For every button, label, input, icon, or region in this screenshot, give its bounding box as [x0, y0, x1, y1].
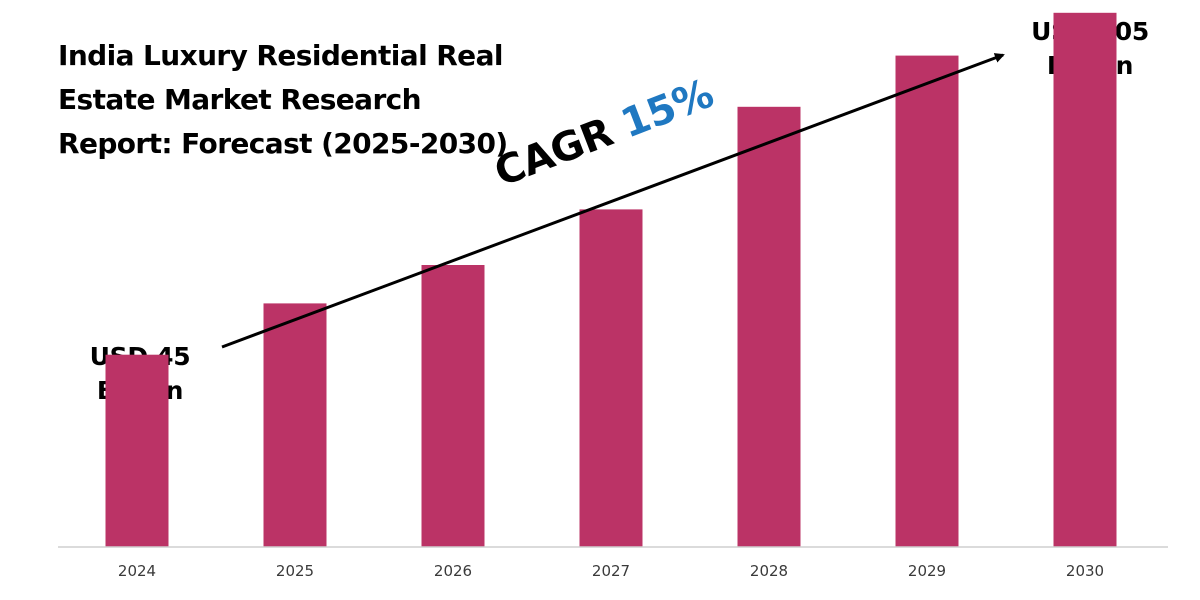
x-tick-label-2025: 2025	[276, 562, 314, 580]
bar-2030	[1053, 12, 1117, 548]
bar-2027	[579, 209, 643, 547]
x-tick-labels: 2024 2025 2026 2027 2028 2029 2030	[118, 562, 1104, 580]
x-tick-label-2030: 2030	[1066, 562, 1104, 580]
x-tick-label-2024: 2024	[118, 562, 156, 580]
bar-2025	[263, 303, 327, 547]
bar-2028	[737, 106, 801, 548]
x-tick-label-2029: 2029	[908, 562, 946, 580]
x-tick-label-2028: 2028	[750, 562, 788, 580]
growth-arrow	[221, 53, 1005, 349]
x-tick-label-2026: 2026	[434, 562, 472, 580]
bar-2026	[421, 265, 485, 547]
chart-title: India Luxury Residential Real Estate Mar…	[58, 39, 508, 160]
bar-2029	[895, 55, 959, 547]
bars-group	[105, 12, 1117, 548]
bar-2024	[105, 354, 169, 547]
x-tick-label-2027: 2027	[592, 562, 630, 580]
